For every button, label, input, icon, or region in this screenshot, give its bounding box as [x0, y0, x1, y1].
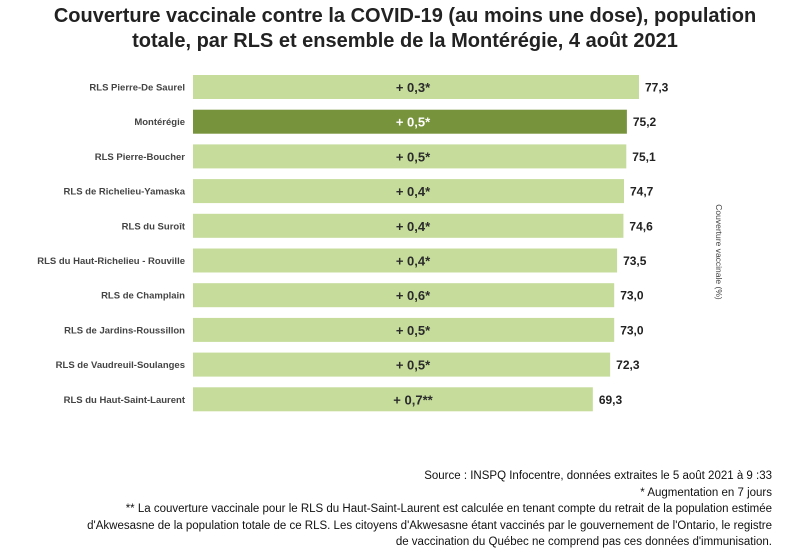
change-label: + 0,6*	[396, 288, 431, 303]
value-label: 69,3	[599, 393, 623, 407]
category-label: RLS de Jardins-Roussillon	[64, 325, 185, 336]
value-label: 72,3	[616, 358, 640, 372]
change-label: + 0,3*	[396, 80, 431, 95]
footnote-akwesasne-line3: de vaccination du Québec ne comprend pas…	[395, 536, 772, 548]
category-label: RLS de Vaudreuil-Soulanges	[56, 360, 185, 371]
change-label: + 0,5*	[396, 149, 431, 164]
bar	[193, 109, 627, 134]
y-axis-label: Couverture vaccinale (%)	[714, 204, 724, 300]
bar	[193, 179, 624, 204]
value-label: 73,0	[620, 323, 644, 337]
bar	[193, 283, 615, 308]
value-label: 74,7	[630, 185, 654, 199]
value-label: 75,1	[632, 150, 656, 164]
category-label: RLS de Richelieu-Yamaska	[64, 187, 186, 198]
change-label: + 0,5*	[396, 358, 431, 373]
value-label: 75,2	[633, 115, 657, 129]
chart-footer: Source : INSPQ Infocentre, données extra…	[32, 468, 772, 551]
category-label: RLS Pierre-Boucher	[95, 152, 186, 163]
chart-title-line2: totale, par RLS et ensemble de la Montér…	[132, 30, 678, 52]
category-label: RLS du Haut-Saint-Laurent	[64, 395, 186, 406]
value-label: 77,3	[645, 81, 669, 95]
change-label: + 0,4*	[396, 219, 431, 234]
change-label: + 0,4*	[396, 184, 431, 199]
change-label: + 0,5*	[396, 323, 431, 338]
bar	[193, 317, 615, 342]
category-label: RLS du Haut-Richelieu - Rouville	[37, 256, 185, 267]
change-label: + 0,4*	[396, 254, 431, 269]
category-label: RLS de Champlain	[101, 291, 185, 302]
footnote-increase: * Augmentation en 7 jours	[640, 486, 772, 499]
value-label: 74,6	[629, 219, 653, 233]
change-label: + 0,7**	[393, 392, 433, 407]
change-label: + 0,5*	[396, 115, 431, 130]
category-label: Montérégie	[134, 117, 185, 128]
category-label: RLS du Suroît	[122, 221, 186, 232]
chart-title: Couverture vaccinale contre la COVID-19 …	[40, 4, 770, 54]
chart-title-line1: Couverture vaccinale contre la COVID-19 …	[53, 5, 757, 27]
bar	[193, 248, 618, 273]
value-label: 73,0	[620, 289, 644, 303]
footnote-akwesasne-line2: d'Akwesasne de la population totale de c…	[87, 519, 772, 532]
source-note: Source : INSPQ Infocentre, données extra…	[424, 470, 772, 482]
bar	[193, 144, 627, 169]
bar	[193, 213, 624, 238]
bar	[193, 387, 593, 412]
bar	[193, 75, 639, 99]
bar	[193, 352, 611, 377]
category-label: RLS Pierre-De Saurel	[89, 83, 185, 94]
value-label: 73,5	[623, 254, 647, 268]
footnote-akwesasne-line1: ** La couverture vaccinale pour le RLS d…	[125, 503, 772, 515]
